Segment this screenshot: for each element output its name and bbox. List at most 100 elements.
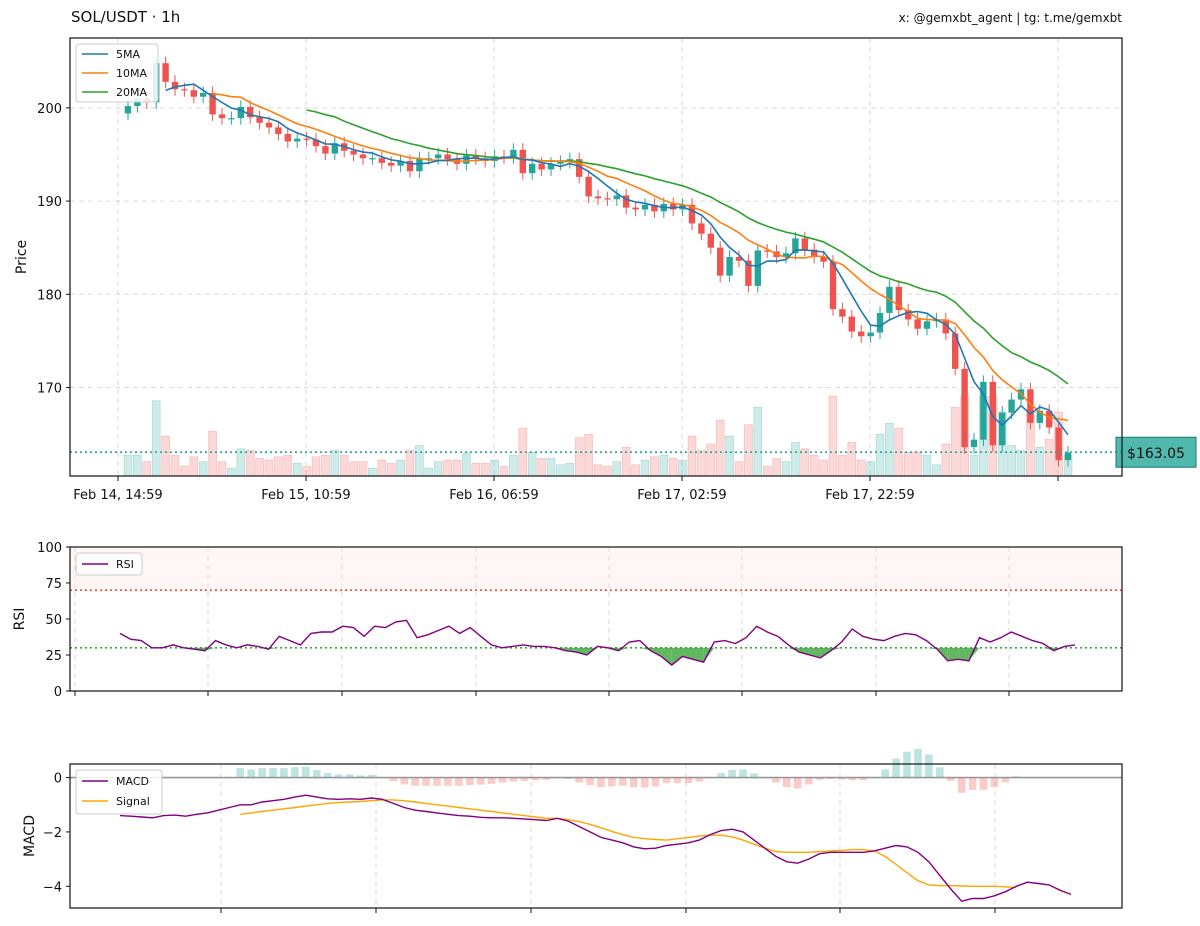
candle-body — [294, 138, 301, 142]
credit-text: x: @gemxbt_agent | tg: t.me/gemxbt — [898, 11, 1122, 25]
candle-body — [829, 261, 837, 310]
volume-bar — [198, 461, 208, 477]
candle-body — [557, 161, 564, 164]
macd-histogram-bar — [728, 769, 736, 778]
candle-body — [585, 176, 592, 197]
candle-body — [764, 250, 771, 252]
candle-body — [651, 204, 658, 212]
candle-body — [247, 106, 254, 118]
candle-body — [782, 253, 790, 257]
volume-bar — [856, 459, 866, 477]
candle-body — [463, 155, 470, 164]
volume-bar — [885, 422, 894, 477]
price-legend-box — [75, 43, 159, 103]
current-price-badge — [1115, 436, 1197, 468]
candle-body — [378, 158, 385, 163]
ma10-line — [212, 92, 1069, 422]
volume-bar — [537, 458, 546, 477]
rsi-oversold-fill — [693, 647, 704, 663]
rsi-ylabel: RSI — [12, 608, 28, 631]
rsi-legend-box — [75, 552, 143, 576]
candle-body — [218, 114, 226, 119]
ma5-line — [165, 83, 1069, 436]
macd-histogram-bar — [465, 777, 474, 785]
volume-bar — [847, 442, 857, 477]
macd-histogram-bar — [476, 777, 485, 785]
macd-histogram-bar — [498, 777, 507, 783]
rsi-oversold-fill — [268, 647, 280, 650]
price-ytick-label: 200 — [37, 102, 62, 117]
volume-bar — [744, 424, 753, 477]
macd-ytick-label: −4 — [43, 880, 62, 895]
candle-body — [256, 117, 263, 123]
price-ytick-label: 170 — [37, 381, 62, 396]
candle-body — [811, 249, 818, 257]
candle-body — [190, 90, 197, 97]
rsi-oversold-fill — [661, 647, 672, 666]
candle-body — [670, 203, 677, 210]
macd-histogram-bar — [433, 777, 441, 786]
macd-histogram-bar — [455, 777, 463, 786]
candle-body — [538, 163, 545, 170]
volume-bar — [527, 451, 537, 477]
volume-bar — [697, 450, 706, 477]
candle-body — [425, 158, 432, 160]
macd-ytick-label: −2 — [43, 826, 62, 841]
candle-body — [275, 127, 282, 134]
candle-body — [406, 161, 414, 172]
volume-bar — [678, 459, 687, 477]
macd-histogram-bar — [312, 769, 321, 778]
macd-histogram-bar — [291, 767, 299, 778]
candle-body — [867, 332, 874, 337]
macd-histogram-bar — [673, 777, 682, 784]
rsi-line — [119, 619, 1076, 667]
candle-body — [284, 133, 291, 142]
candle-body — [444, 154, 451, 160]
candle-body — [397, 161, 404, 166]
volume-bar — [941, 443, 951, 477]
rsi-oversold-fill — [671, 647, 683, 666]
macd-histogram-bar — [422, 777, 430, 786]
volume-bar — [443, 459, 452, 477]
macd-histogram-bar — [400, 777, 409, 785]
candle-body — [124, 106, 132, 114]
candle-body — [1055, 427, 1062, 461]
volume-bar — [584, 434, 593, 477]
macd-histogram-bar — [804, 777, 813, 785]
rsi-oversold-fill — [586, 647, 598, 655]
macd-histogram-bar — [914, 749, 922, 778]
volume-bar — [227, 467, 236, 477]
candle-body — [472, 155, 479, 159]
rsi-ytick-label: 25 — [45, 649, 62, 664]
macd-ytick-label: 0 — [54, 772, 62, 787]
candle-body — [162, 63, 169, 82]
macd-histogram-bar — [509, 777, 518, 782]
volume-bar — [687, 435, 697, 477]
volume-bar — [208, 430, 217, 477]
chart-title: SOL/USDT · 1h — [71, 8, 181, 26]
volume-bar — [462, 453, 471, 477]
macd-histogram-bar — [520, 777, 529, 781]
macd-histogram-bar — [542, 777, 551, 780]
volume-bar — [668, 458, 678, 477]
price-ytick-label: 180 — [37, 288, 62, 303]
candle-body — [209, 92, 216, 115]
rsi-oversold-fill — [799, 647, 810, 655]
candle-body — [717, 247, 724, 276]
macd-histogram-bar — [444, 777, 452, 786]
candle-body — [369, 158, 376, 160]
macd-histogram-bar — [1001, 777, 1010, 783]
volume-bar — [603, 466, 612, 477]
volume-bar — [565, 462, 575, 477]
volume-bar — [302, 466, 311, 477]
candle-body — [613, 195, 620, 200]
macd-histogram-bar — [892, 758, 900, 778]
volume-bar — [922, 454, 932, 477]
candle-body — [200, 92, 207, 97]
macd-histogram-bar — [597, 777, 605, 788]
price-ylabel: Price — [14, 240, 30, 274]
macd-histogram-bar — [302, 766, 310, 778]
candle-body — [359, 154, 367, 159]
volume-bar — [969, 454, 979, 477]
candle-body — [303, 138, 310, 140]
